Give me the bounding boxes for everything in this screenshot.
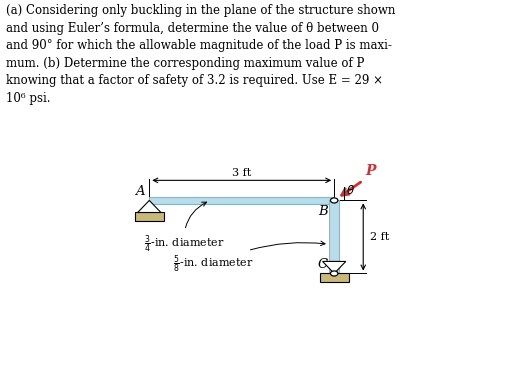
- Text: B: B: [318, 205, 328, 218]
- Circle shape: [330, 198, 338, 203]
- Text: C: C: [318, 258, 328, 271]
- Bar: [135, 212, 164, 220]
- Text: $\frac{5}{8}$-in. diameter: $\frac{5}{8}$-in. diameter: [173, 241, 325, 275]
- Circle shape: [330, 271, 338, 276]
- Text: $\frac{3}{4}$-in. diameter: $\frac{3}{4}$-in. diameter: [144, 202, 225, 255]
- Bar: [320, 273, 349, 282]
- Polygon shape: [322, 261, 346, 273]
- Bar: [329, 201, 339, 273]
- Text: 2 ft: 2 ft: [370, 232, 389, 242]
- Polygon shape: [138, 201, 161, 212]
- Text: $\theta$: $\theta$: [346, 184, 355, 197]
- Text: (a) Considering only buckling in the plane of the structure shown
and using Eule: (a) Considering only buckling in the pla…: [6, 4, 395, 105]
- Text: P: P: [366, 164, 376, 178]
- Text: 3 ft: 3 ft: [232, 168, 251, 178]
- Bar: [149, 197, 334, 204]
- Text: A: A: [135, 184, 145, 198]
